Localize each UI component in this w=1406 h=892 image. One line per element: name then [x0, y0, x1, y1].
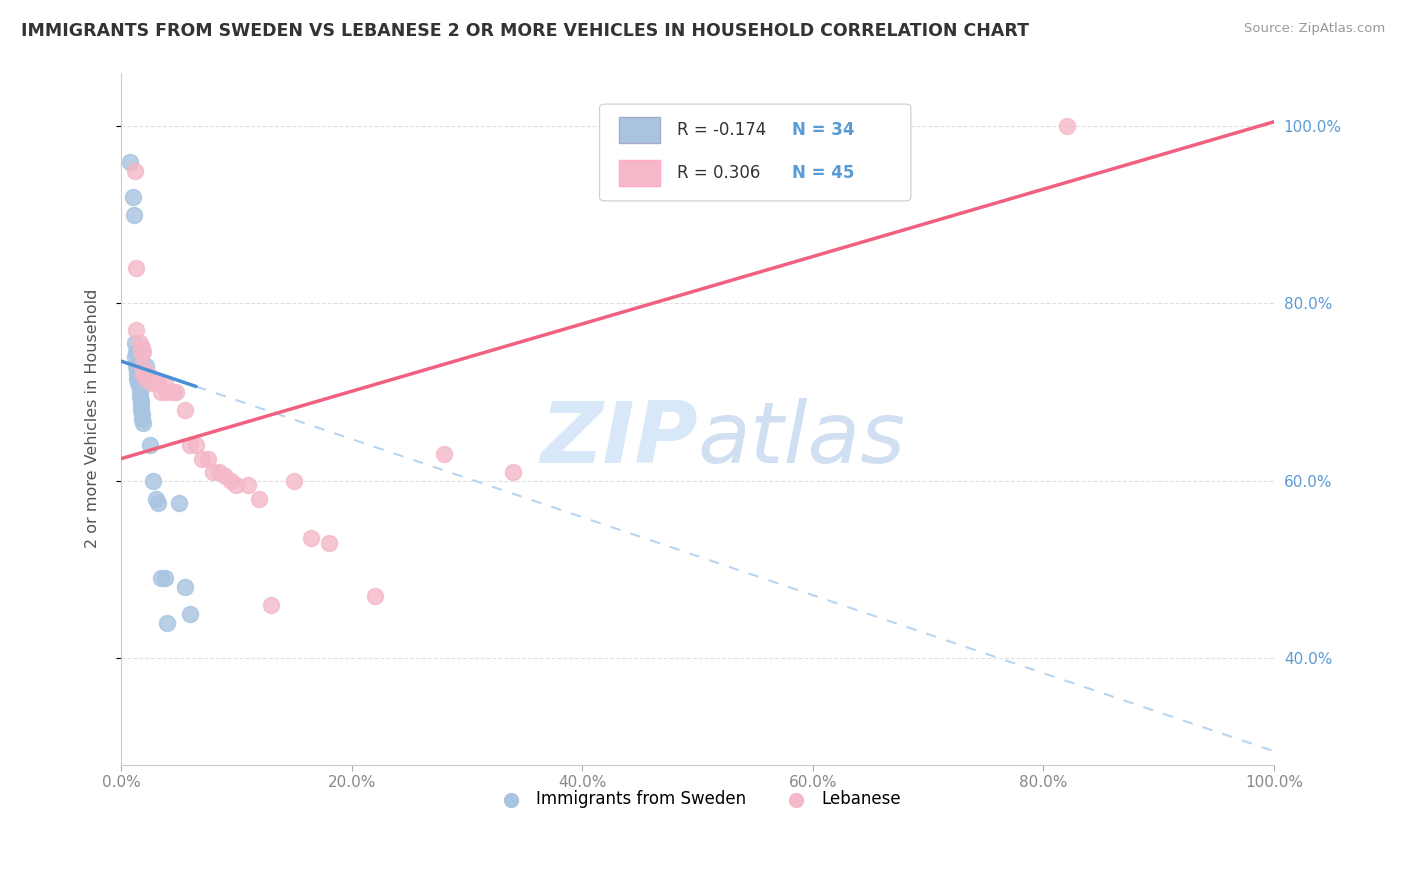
Point [299, 532, 322, 546]
Point [184, 438, 207, 452]
Point [142, 372, 165, 386]
Point [179, 438, 201, 452]
Text: N = 45: N = 45 [792, 164, 855, 182]
Point [131, 345, 153, 359]
Point [131, 411, 153, 425]
Point [173, 580, 195, 594]
Point [502, 465, 524, 479]
Point [135, 359, 157, 373]
Point [214, 469, 236, 483]
Point [145, 491, 167, 506]
Point [141, 376, 163, 391]
Point [131, 341, 153, 355]
Text: R = 0.306: R = 0.306 [676, 164, 761, 182]
Point [208, 465, 231, 479]
Point [125, 323, 148, 337]
Text: IMMIGRANTS FROM SWEDEN VS LEBANESE 2 OR MORE VEHICLES IN HOUSEHOLD CORRELATION C: IMMIGRANTS FROM SWEDEN VS LEBANESE 2 OR … [21, 22, 1029, 40]
Point [162, 385, 184, 400]
Point [236, 478, 259, 492]
Point [318, 536, 340, 550]
Point [139, 438, 162, 452]
Text: R = -0.174: R = -0.174 [676, 120, 766, 138]
Point [120, 154, 142, 169]
Point [127, 363, 149, 377]
Point [197, 451, 219, 466]
Point [124, 336, 146, 351]
Point [129, 399, 152, 413]
Point [132, 368, 155, 382]
Point [128, 381, 150, 395]
Point [146, 496, 169, 510]
Point [153, 571, 176, 585]
Point [134, 368, 156, 382]
Point [156, 385, 179, 400]
Point [139, 372, 162, 386]
Point [225, 478, 247, 492]
Point [260, 598, 283, 612]
Point [129, 403, 152, 417]
Point [173, 403, 195, 417]
Point [145, 376, 167, 391]
Point [433, 447, 456, 461]
Point [136, 368, 159, 382]
Text: atlas: atlas [697, 398, 905, 481]
Point [167, 496, 190, 510]
Point [127, 372, 149, 386]
Point [127, 368, 149, 382]
Point [125, 345, 148, 359]
Point [132, 416, 155, 430]
Point [146, 376, 169, 391]
Point [202, 465, 225, 479]
Point [150, 571, 173, 585]
Point [132, 345, 155, 359]
Point [129, 394, 152, 409]
Point [1056, 119, 1078, 133]
Point [124, 350, 146, 364]
Text: N = 34: N = 34 [792, 120, 855, 138]
FancyBboxPatch shape [599, 104, 911, 201]
Point [249, 491, 271, 506]
Point [129, 345, 152, 359]
FancyBboxPatch shape [619, 160, 659, 186]
Point [166, 385, 188, 400]
Point [122, 208, 145, 222]
Point [134, 368, 156, 382]
Point [128, 390, 150, 404]
Point [153, 376, 176, 391]
Point [131, 407, 153, 421]
Point [283, 474, 305, 488]
Point [150, 385, 173, 400]
Point [127, 372, 149, 386]
Point [191, 451, 214, 466]
Point [156, 615, 179, 630]
Point [127, 368, 149, 382]
Point [129, 341, 152, 355]
Y-axis label: 2 or more Vehicles in Household: 2 or more Vehicles in Household [86, 289, 100, 549]
Point [135, 372, 157, 386]
Legend: Immigrants from Sweden, Lebanese: Immigrants from Sweden, Lebanese [488, 784, 907, 815]
Text: Source: ZipAtlas.com: Source: ZipAtlas.com [1244, 22, 1385, 36]
Point [364, 589, 387, 603]
Point [125, 260, 148, 275]
FancyBboxPatch shape [619, 117, 659, 143]
Point [142, 474, 165, 488]
Point [125, 359, 148, 373]
Point [121, 190, 143, 204]
Text: ZIP: ZIP [540, 398, 697, 481]
Point [128, 336, 150, 351]
Point [219, 474, 242, 488]
Point [131, 359, 153, 373]
Point [124, 163, 146, 178]
Point [127, 376, 149, 391]
Point [128, 385, 150, 400]
Point [179, 607, 201, 621]
Point [139, 372, 162, 386]
